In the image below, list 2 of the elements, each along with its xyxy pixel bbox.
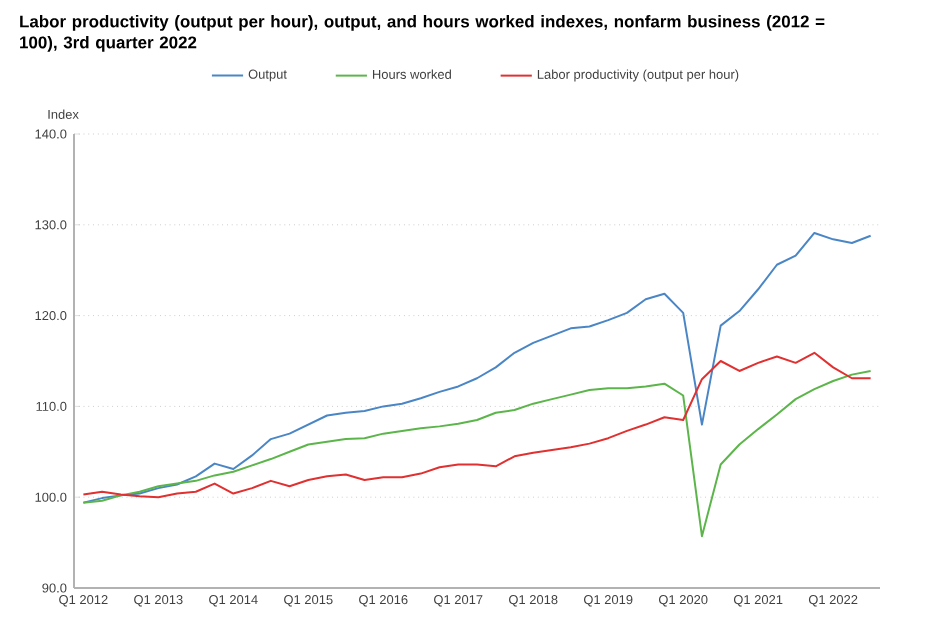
chart-title: Labor productivity (output per hour), output, and hours worked indexes, nonfarm business (2012 = 100), 3rd quarter 2022 [20,15,825,52]
line-series [82,351,872,499]
